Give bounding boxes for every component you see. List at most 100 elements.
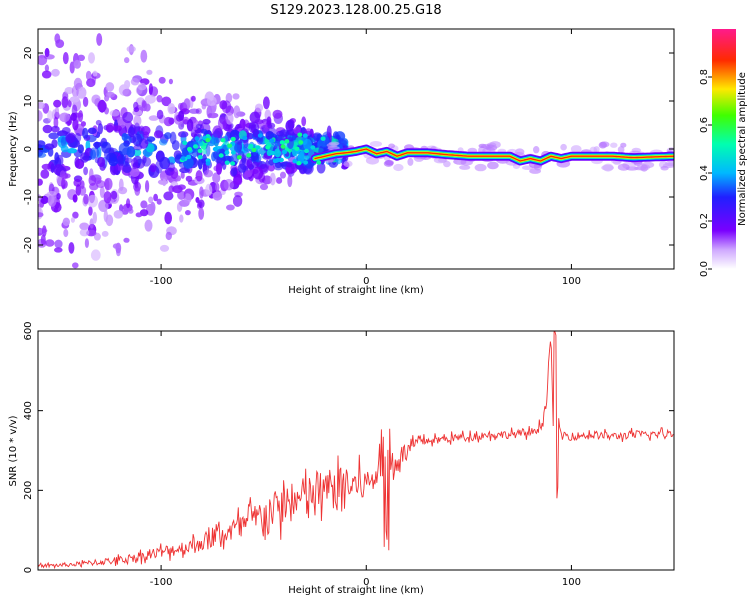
spectrogram-cell xyxy=(73,179,82,187)
spectrogram-cell xyxy=(148,196,154,204)
spectrogram-cell xyxy=(197,157,203,170)
spectrogram-cell xyxy=(242,135,248,141)
spectrogram-cell xyxy=(133,107,140,113)
spectrogram-cell xyxy=(185,210,191,216)
spectrogram-cell xyxy=(240,154,247,163)
x-tick-label: 100 xyxy=(562,577,581,588)
spectrogram-cell xyxy=(40,234,46,246)
spectrogram-cell xyxy=(63,228,69,238)
spectrogram-cell xyxy=(68,242,75,254)
spectrogram-cell xyxy=(97,123,103,135)
spectrogram-cell xyxy=(69,61,75,74)
spectrogram-cell xyxy=(59,170,66,179)
spectrogram-cell xyxy=(208,105,217,114)
spectrogram-cell xyxy=(73,77,83,90)
spectrogram-cell xyxy=(251,147,257,153)
spectrogram-cell xyxy=(197,148,203,154)
spectrogram-cell xyxy=(316,162,326,174)
spectrogram-cell xyxy=(140,200,148,209)
spectrogram-xlabel: Height of straight line (km) xyxy=(288,285,424,296)
spectrogram-cell xyxy=(59,112,70,123)
spectrogram-cell xyxy=(163,191,174,201)
spectrogram-cell xyxy=(178,102,183,110)
spectrogram-cell xyxy=(111,190,118,200)
spectrogram-cell xyxy=(232,93,240,100)
spectrogram-cell xyxy=(660,165,669,171)
spectrogram-cell xyxy=(72,211,79,219)
spectrogram-cell xyxy=(95,180,106,189)
spectrogram-cell xyxy=(212,172,221,184)
spectrogram-cell xyxy=(265,145,271,150)
spectrogram-cell xyxy=(89,218,94,229)
spectrogram-cell xyxy=(90,249,101,261)
spectrogram-cell xyxy=(233,105,241,119)
spectrogram-cell xyxy=(617,163,630,171)
spectrogram-cell xyxy=(202,149,207,155)
spectrogram-cell xyxy=(393,163,404,172)
spectrogram-cell xyxy=(269,138,275,143)
spectrogram-cell xyxy=(215,182,220,192)
y-tick-label: 200 xyxy=(23,481,34,500)
spectrogram-cell xyxy=(103,210,109,222)
spectrogram-cell xyxy=(182,140,188,146)
spectrogram-cell xyxy=(487,161,499,170)
spectrogram-cell xyxy=(168,162,175,172)
spectrogram-cell xyxy=(159,139,168,146)
spectrogram-cell xyxy=(104,177,113,191)
spectrogram-cell xyxy=(293,126,302,135)
spectrogram-cell xyxy=(148,83,153,95)
spectrogram-ridge xyxy=(179,132,674,166)
spectrogram-cell xyxy=(266,116,272,126)
spectrogram-cell xyxy=(274,161,282,169)
spectrogram-cell xyxy=(225,92,233,103)
spectrogram-cell xyxy=(217,116,227,130)
spectrogram-cell xyxy=(54,239,63,249)
spectrogram-cell xyxy=(276,177,283,184)
spectrogram-cell xyxy=(126,45,136,53)
spectrogram-cell xyxy=(285,120,295,132)
spectrogram-cell xyxy=(124,80,131,89)
spectrogram-cell xyxy=(232,177,243,186)
spectrogram-cell xyxy=(91,94,101,105)
spectrogram-cell xyxy=(156,109,164,120)
snr-panel: -100 0 100 0 200 400 600 Height of straight li… xyxy=(8,321,675,596)
spectrogram-cell xyxy=(292,159,298,164)
spectrogram-cell xyxy=(178,110,185,121)
spectrogram-cell xyxy=(213,136,220,147)
colorbar-label: Normalized spectral amplitude xyxy=(737,72,748,226)
spectrogram-cell xyxy=(459,165,471,170)
spectrogram-cell xyxy=(82,127,89,139)
colorbar-tick-label: 0.6 xyxy=(699,117,710,133)
spectrogram-cell xyxy=(82,96,89,107)
spectrogram-cell xyxy=(183,98,191,110)
spectrogram-cell xyxy=(303,138,312,151)
spectrogram-cell xyxy=(287,174,293,188)
spectrogram-cell xyxy=(187,146,192,152)
spectrogram-cell xyxy=(153,130,164,139)
spectrogram-cell xyxy=(87,194,98,208)
spectrogram-cell xyxy=(105,82,115,92)
spectrogram-cell xyxy=(62,217,70,226)
spectrogram-cell xyxy=(146,136,156,142)
spectrogram-cell xyxy=(254,103,264,113)
spectrogram-cell xyxy=(164,211,172,225)
spectrogram-cell xyxy=(316,160,322,165)
x-tick-label: 0 xyxy=(363,276,369,287)
spectrogram-cell xyxy=(167,103,176,115)
spectrogram-cell xyxy=(593,146,600,153)
spectrogram-cell xyxy=(252,128,260,138)
spectrogram-cell xyxy=(101,141,112,154)
spectrogram-cell xyxy=(533,146,540,154)
spectrogram-cell xyxy=(47,110,53,122)
spectrogram-cell xyxy=(99,186,105,199)
spectrogram-cell xyxy=(310,145,316,150)
spectrogram-cell xyxy=(180,171,185,179)
x-tick-label: -100 xyxy=(150,276,173,287)
spectrogram-cell xyxy=(179,214,184,223)
spectrogram-cell xyxy=(189,108,200,114)
colorbar-tick-label: 0.0 xyxy=(699,261,710,277)
snr-frame xyxy=(37,330,675,571)
spectrogram-cell xyxy=(269,172,276,186)
spectrogram-ylabel: Frequency (Hz) xyxy=(8,111,19,187)
